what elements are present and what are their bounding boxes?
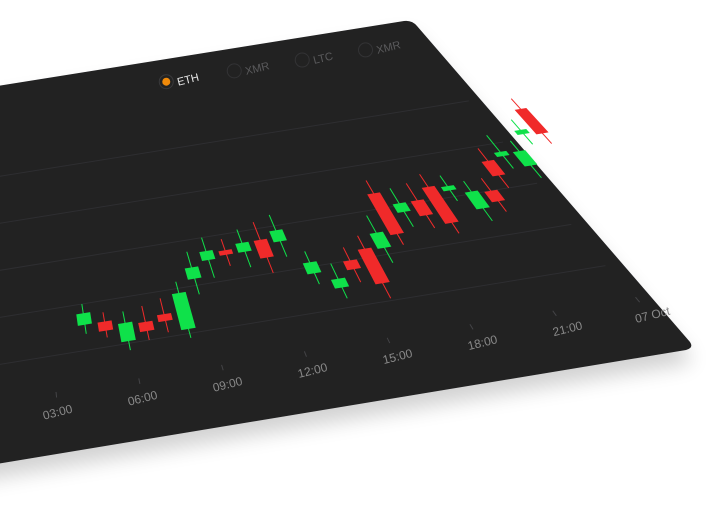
candle bbox=[486, 135, 514, 169]
grid-line bbox=[0, 100, 469, 177]
candle-body bbox=[330, 277, 350, 289]
candle-body bbox=[514, 128, 530, 136]
candle bbox=[357, 235, 392, 299]
candle-body bbox=[218, 249, 234, 256]
candle bbox=[342, 247, 362, 283]
candle bbox=[510, 119, 534, 145]
legend-item-xmr[interactable]: XMR bbox=[358, 39, 402, 58]
legend-label: ETH bbox=[176, 72, 200, 89]
radio-selected-icon bbox=[158, 74, 174, 90]
candle bbox=[235, 229, 252, 268]
x-tick bbox=[303, 351, 307, 357]
candle-body bbox=[481, 159, 506, 177]
candle-body bbox=[464, 190, 490, 210]
legend: ETH XMR LTC XMR bbox=[158, 39, 402, 90]
candle bbox=[477, 148, 510, 189]
candle-body bbox=[493, 150, 510, 158]
candle-body bbox=[440, 185, 457, 192]
candle bbox=[302, 251, 322, 285]
candle bbox=[366, 215, 394, 264]
candle-body bbox=[512, 150, 538, 167]
x-tick bbox=[386, 337, 391, 344]
candle bbox=[419, 173, 460, 234]
candle bbox=[199, 237, 216, 278]
x-tick bbox=[221, 364, 224, 371]
grid-line bbox=[0, 223, 572, 318]
candle-body bbox=[269, 229, 287, 243]
grid-line bbox=[0, 265, 606, 365]
candle-body bbox=[369, 231, 392, 249]
candle-body bbox=[171, 291, 196, 331]
legend-item-ltc[interactable]: LTC bbox=[294, 50, 334, 68]
candle bbox=[171, 281, 196, 339]
candle-body bbox=[392, 202, 411, 213]
candle bbox=[405, 183, 436, 229]
legend-label: XMR bbox=[375, 39, 402, 57]
candle bbox=[268, 214, 288, 257]
legend-label: LTC bbox=[312, 50, 334, 66]
grid-line bbox=[0, 141, 504, 224]
x-tick bbox=[55, 391, 58, 398]
candle-body bbox=[235, 241, 252, 253]
x-tick bbox=[469, 324, 474, 330]
candle bbox=[463, 180, 493, 222]
candle-body bbox=[184, 266, 202, 280]
legend-item-eth[interactable]: ETH bbox=[158, 72, 200, 90]
candle bbox=[97, 312, 114, 338]
candle-body bbox=[302, 261, 322, 275]
candle-body bbox=[199, 249, 216, 262]
radio-empty-icon bbox=[294, 52, 310, 68]
candles bbox=[76, 98, 553, 351]
candle bbox=[252, 222, 274, 274]
candle bbox=[117, 311, 136, 351]
candle-body bbox=[253, 238, 274, 259]
x-tick bbox=[635, 296, 641, 303]
candle bbox=[218, 238, 234, 266]
candle-body bbox=[76, 312, 92, 326]
candle bbox=[76, 303, 92, 334]
candle-body bbox=[410, 199, 434, 217]
candle bbox=[439, 175, 458, 202]
legend-item-xmr[interactable]: XMR bbox=[226, 60, 271, 79]
x-tick bbox=[138, 378, 141, 384]
chart-panel bbox=[0, 20, 692, 464]
candle bbox=[156, 298, 173, 333]
candle-body bbox=[97, 320, 114, 332]
candle-body bbox=[421, 185, 459, 224]
x-tick bbox=[552, 310, 557, 317]
candle-body bbox=[117, 321, 136, 343]
candle bbox=[184, 251, 202, 295]
candle-body bbox=[367, 192, 404, 236]
candle bbox=[389, 188, 414, 227]
candle-body bbox=[484, 189, 506, 203]
grid-lines bbox=[0, 100, 606, 365]
candle-body bbox=[342, 259, 362, 271]
candle bbox=[138, 305, 155, 341]
radio-empty-icon bbox=[358, 42, 374, 58]
candle bbox=[509, 140, 542, 179]
candle bbox=[510, 98, 553, 144]
candle-body bbox=[156, 312, 173, 323]
candle-body bbox=[357, 247, 390, 285]
candle bbox=[330, 263, 350, 299]
candle bbox=[365, 180, 404, 245]
candle-body bbox=[138, 320, 155, 333]
candle-body bbox=[514, 107, 549, 135]
legend-label: XMR bbox=[244, 60, 271, 78]
candle bbox=[480, 177, 507, 212]
panel-background bbox=[0, 20, 692, 464]
radio-empty-icon bbox=[226, 63, 242, 79]
